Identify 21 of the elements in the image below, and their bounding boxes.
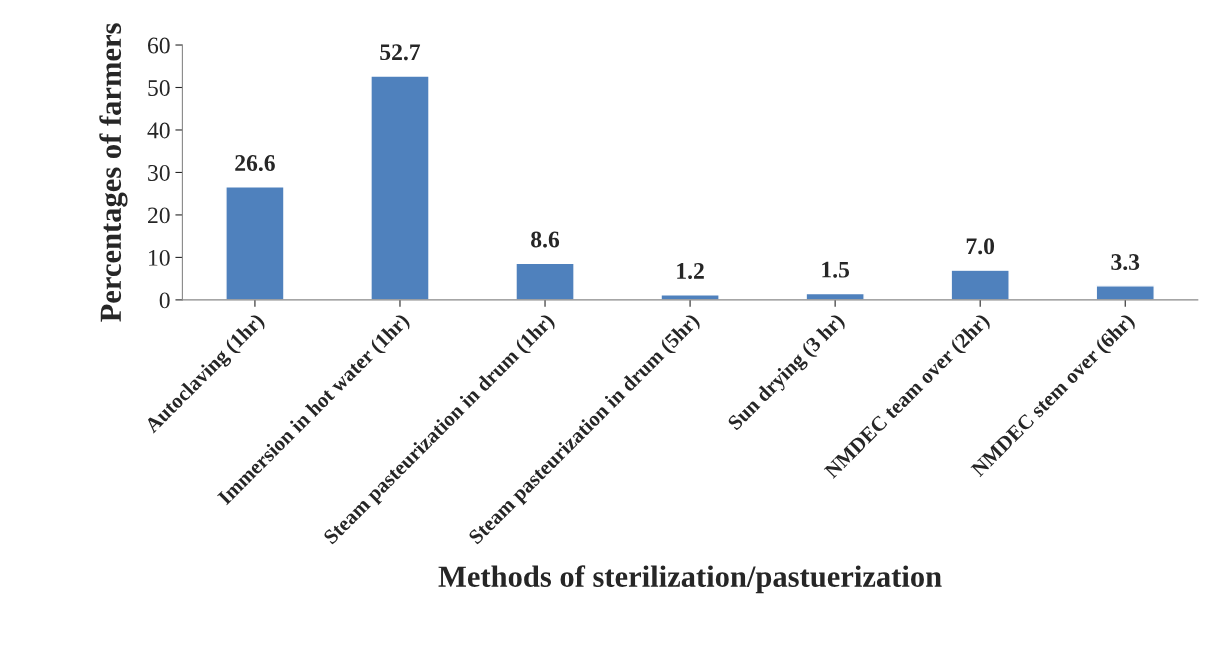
bar (225, 186, 285, 300)
y-axis-title: Percentages of farmers (99, 23, 128, 322)
y-tick-label: 20 (148, 207, 170, 224)
data-label: 26.6 (235, 155, 275, 172)
bar (950, 269, 1010, 300)
data-label: 52.7 (380, 44, 421, 61)
bar (370, 75, 430, 300)
bar (1095, 285, 1155, 300)
data-label: 3.3 (1111, 254, 1140, 271)
data-label: 1.2 (677, 263, 704, 279)
data-label: 7.0 (966, 238, 995, 255)
y-tick-label: 60 (148, 37, 170, 54)
y-tick-label: 0 (159, 292, 170, 309)
y-tick-label: 40 (147, 122, 170, 139)
y-tick-label: 50 (148, 79, 170, 96)
y-tick-label: 30 (148, 164, 170, 181)
data-label: 1.5 (822, 261, 850, 278)
x-axis-title: Methods of sterilization/pastuerization (438, 565, 942, 594)
data-label: 8.6 (531, 231, 560, 248)
bar (515, 262, 575, 300)
y-tick-label: 10 (149, 249, 170, 266)
